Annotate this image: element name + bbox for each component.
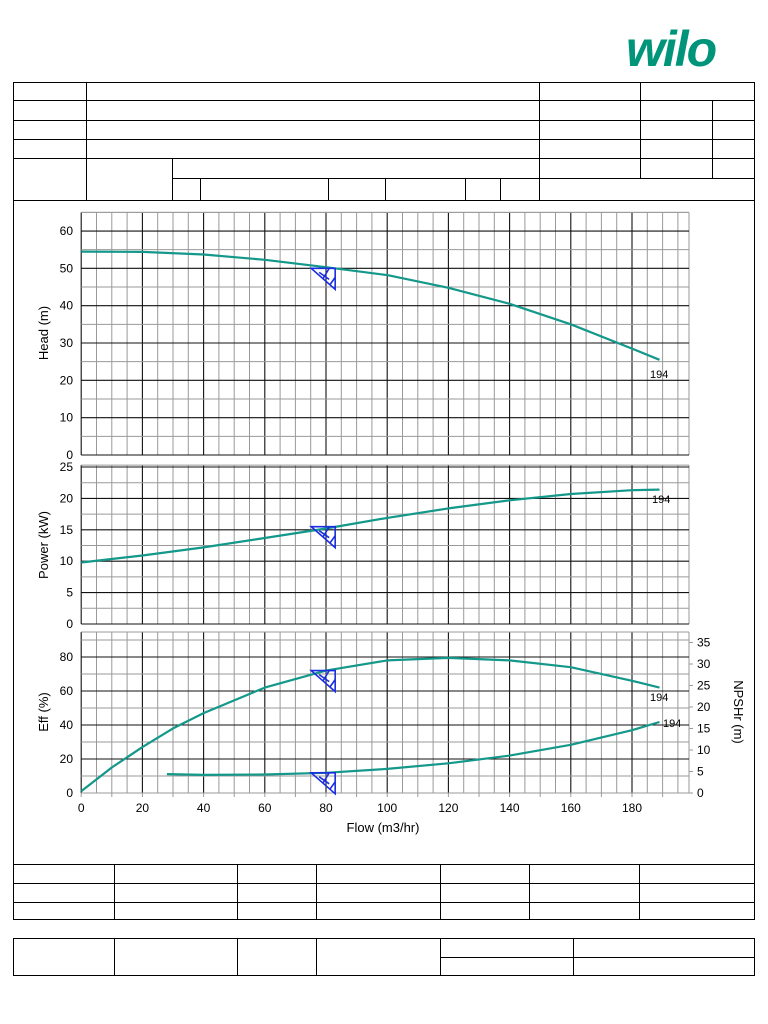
flow-tick: 40	[197, 801, 211, 815]
flow-tick: 60	[258, 801, 272, 815]
grid	[80, 211, 690, 456]
npsh-tick: 25	[697, 679, 711, 693]
npsh-tick: 15	[697, 722, 711, 736]
head-tick: 10	[60, 411, 74, 425]
power-tick: 20	[60, 491, 74, 505]
eff-tick: 0	[66, 786, 73, 800]
eff-tick: 60	[60, 684, 74, 698]
head-tick: 50	[60, 261, 74, 275]
npsh-tick: 5	[697, 765, 704, 779]
npsh-tick: 30	[697, 657, 711, 671]
power-tick: 0	[66, 617, 73, 631]
eff-tick: 20	[60, 752, 74, 766]
flow-tick: 80	[319, 801, 333, 815]
brand-text: wilo	[626, 24, 716, 74]
head-curve-tag: 194	[650, 369, 668, 381]
npsh-curve-tag: 194	[663, 718, 681, 730]
duty-point-marker	[309, 267, 336, 292]
flow-tick: 120	[438, 801, 458, 815]
head-axis-label: Head (m)	[36, 306, 51, 360]
eff-tick: 40	[60, 718, 74, 732]
power-tick: 25	[60, 460, 74, 474]
npsh-tick: 20	[697, 700, 711, 714]
flow-tick: 180	[622, 801, 642, 815]
power-tick: 15	[60, 523, 74, 537]
power-tick: 5	[66, 586, 73, 600]
flow-tick: 20	[136, 801, 150, 815]
eff-tick: 80	[60, 650, 74, 664]
power-curve	[81, 488, 660, 564]
datasheet-frame	[13, 82, 755, 920]
head-tick: 30	[60, 336, 74, 350]
head-curve	[81, 250, 660, 361]
flow-tick: 100	[377, 801, 397, 815]
npsh-tick: 10	[697, 743, 711, 757]
head-tick: 20	[60, 373, 74, 387]
npsh-tick: 0	[697, 786, 704, 800]
power-tick: 10	[60, 554, 74, 568]
wilo-logo: wilo	[626, 24, 718, 74]
npsh-axis-label: NPSHr (m)	[731, 680, 746, 744]
eff-axis-label: Eff (%)	[36, 692, 51, 732]
grid	[80, 464, 690, 625]
head-tick: 40	[60, 299, 74, 313]
eff-curve-tag: 194	[650, 692, 668, 704]
flow-tick: 0	[78, 801, 85, 815]
head-tick: 60	[60, 224, 74, 238]
npshr-curve	[166, 720, 660, 776]
flow-axis-label: Flow (m3/hr)	[347, 820, 420, 835]
power-axis-label: Power (kW)	[36, 511, 51, 579]
flow-tick: 140	[500, 801, 520, 815]
duty-point-marker	[309, 771, 336, 796]
head-tick: 0	[66, 448, 73, 462]
npsh-tick: 35	[697, 636, 711, 650]
flow-tick: 160	[561, 801, 581, 815]
power-curve-tag: 194	[652, 494, 670, 506]
duty-point-marker	[309, 669, 336, 694]
duty-point-marker	[309, 525, 336, 550]
